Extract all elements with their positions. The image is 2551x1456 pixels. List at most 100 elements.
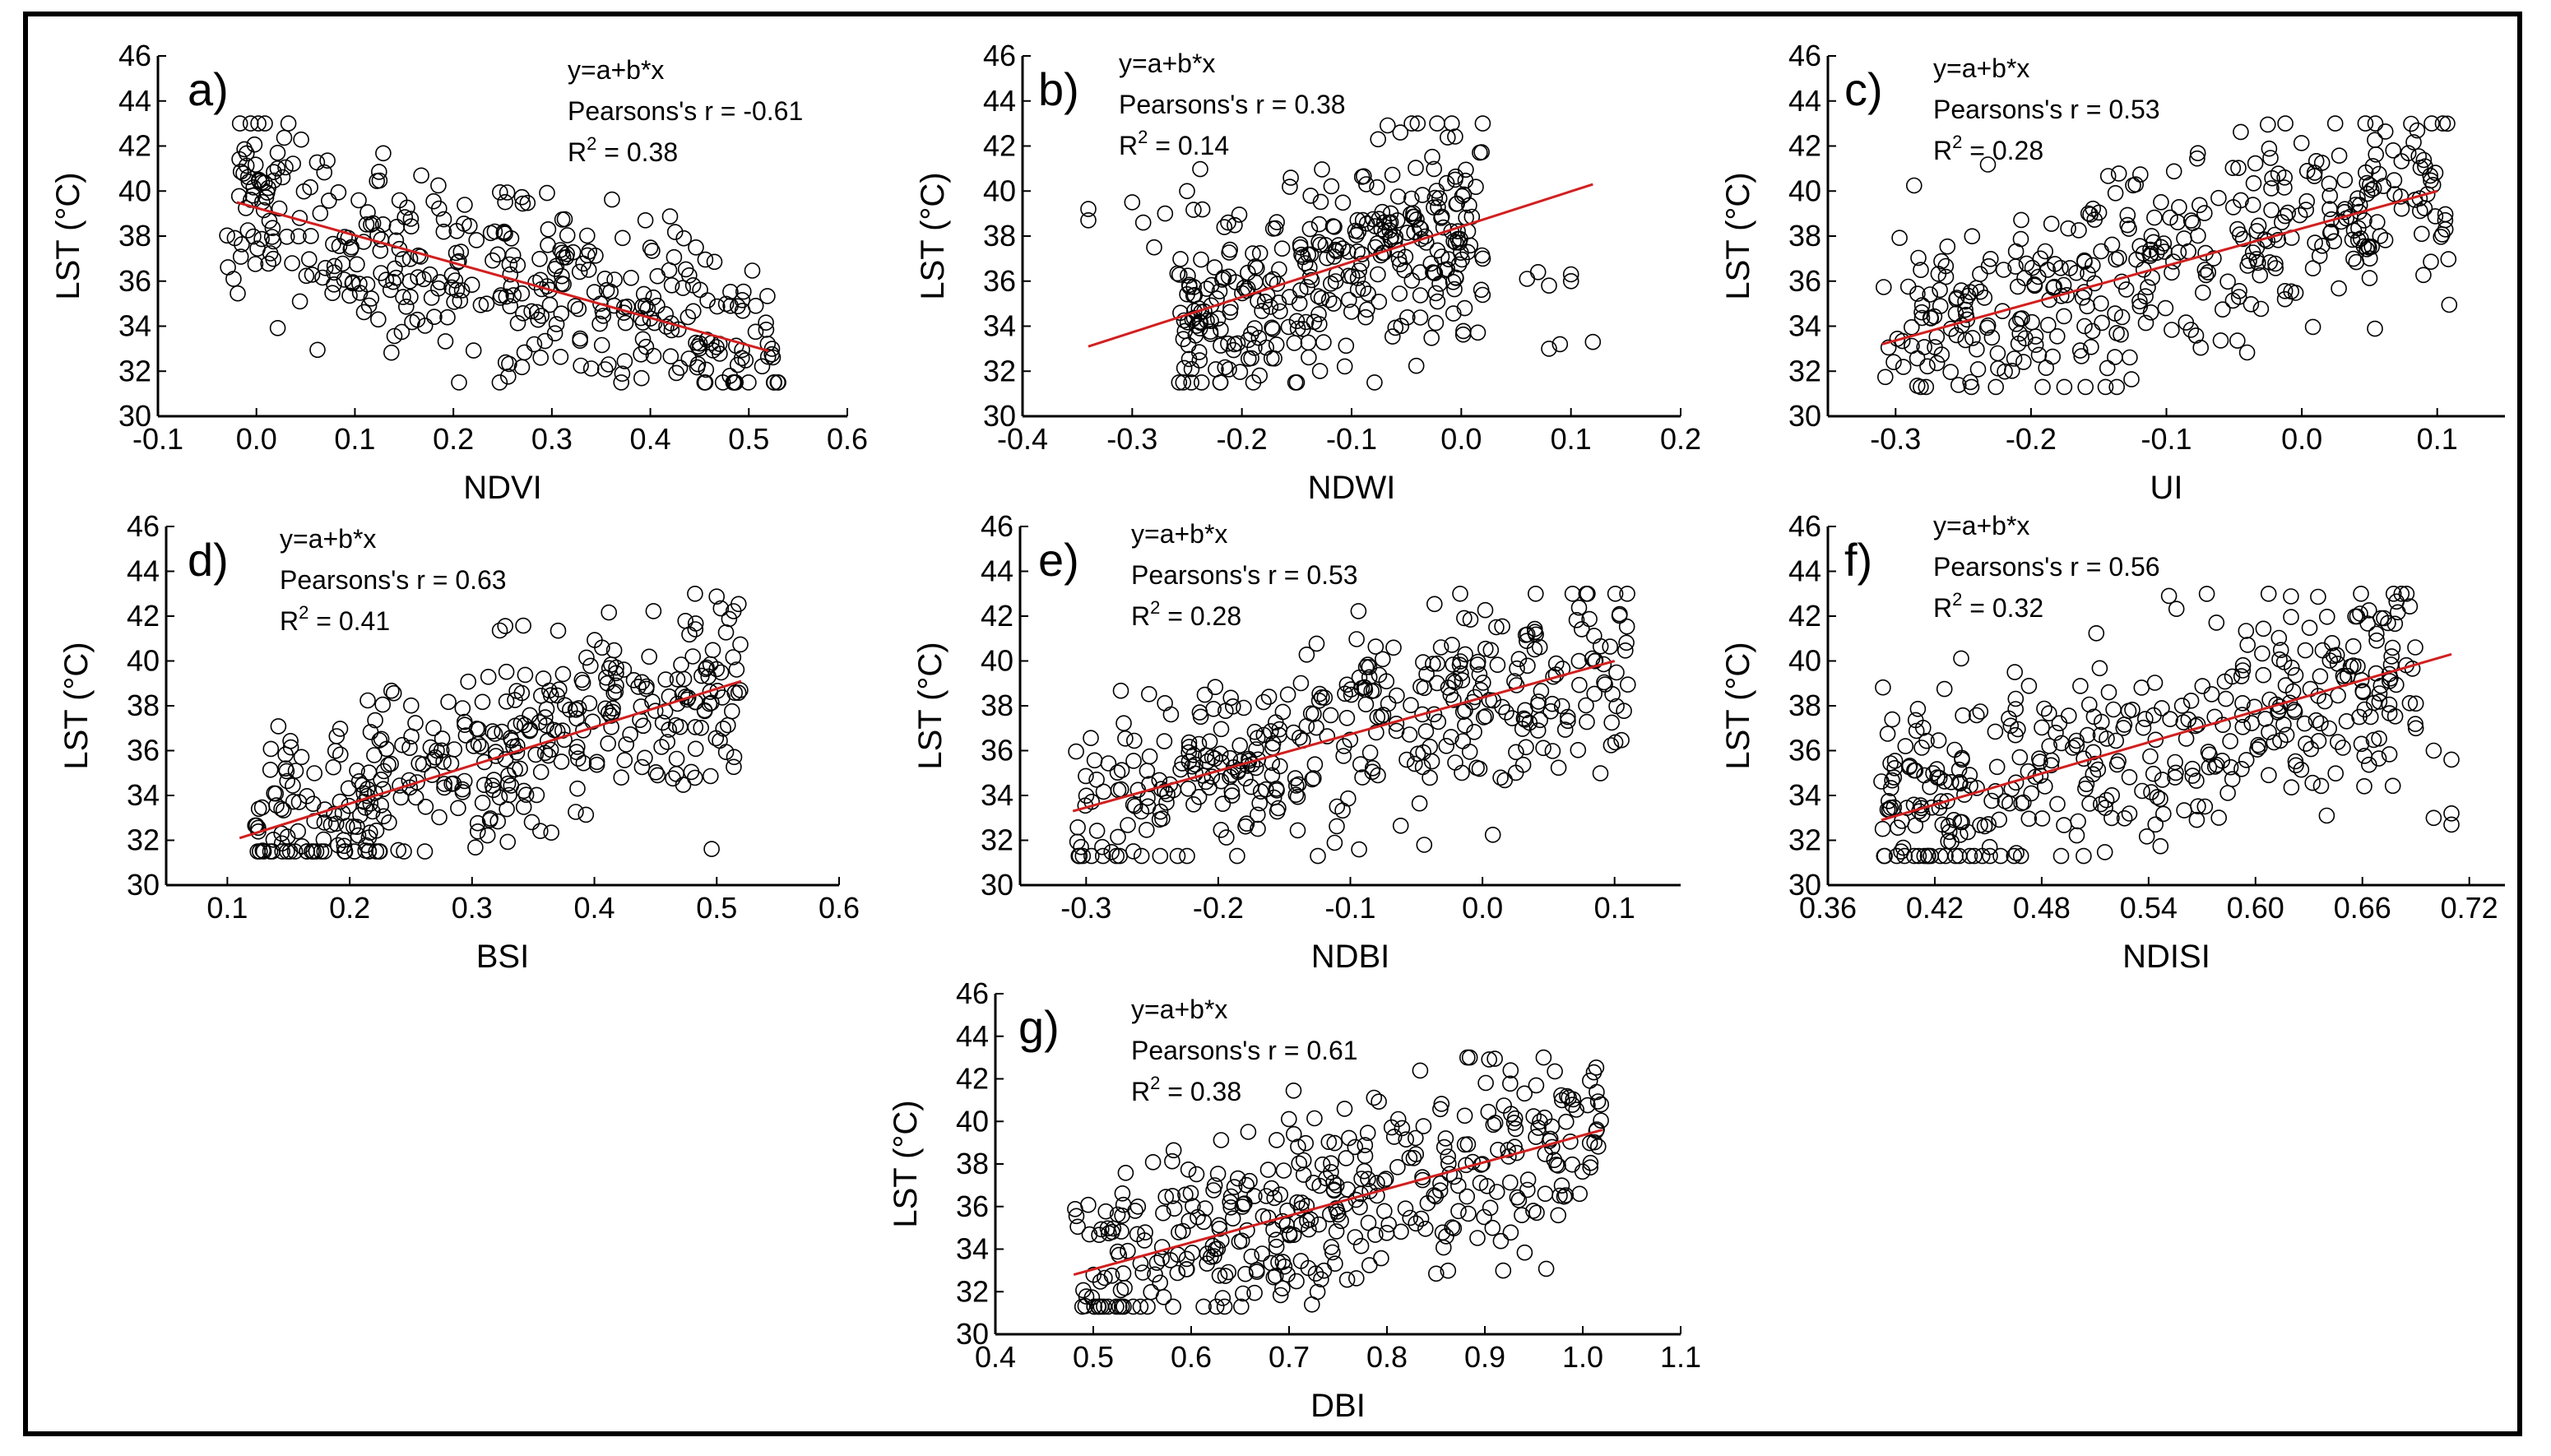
data-point [2443, 816, 2460, 833]
data-point [2212, 332, 2229, 349]
data-point [2137, 711, 2154, 727]
data-point [1875, 679, 1891, 696]
data-point [1426, 265, 1444, 281]
data-point [1111, 847, 1128, 865]
data-point [2250, 217, 2267, 234]
data-point [1358, 215, 1375, 232]
data-point [275, 802, 292, 818]
data-point [758, 321, 775, 338]
data-point [1211, 283, 1228, 299]
panel-label-g: g) [1018, 1001, 1060, 1053]
data-point [2271, 651, 2288, 668]
data-point [1526, 620, 1543, 638]
data-point [236, 141, 253, 158]
data-point [1489, 656, 1506, 674]
data-point [435, 223, 452, 240]
data-point [1380, 117, 1396, 134]
data-point [1297, 313, 1315, 331]
data-point [1384, 166, 1401, 183]
data-point [1179, 183, 1195, 200]
data-point [2347, 197, 2364, 213]
data-point [2407, 695, 2424, 712]
data-point [2018, 255, 2035, 272]
data-point [1474, 250, 1491, 267]
data-point [245, 228, 262, 245]
data-point [1436, 1138, 1453, 1156]
data-point [637, 749, 653, 767]
data-point [2068, 264, 2085, 281]
data-point [1403, 206, 1419, 223]
data-point [440, 693, 457, 711]
data-point [1174, 755, 1190, 772]
data-point [693, 719, 710, 736]
data-point [1946, 811, 1962, 828]
data-point [489, 246, 506, 263]
data-point [1360, 1171, 1376, 1188]
data-point [759, 288, 776, 304]
data-point [1235, 1196, 1252, 1213]
data-point [1481, 1051, 1497, 1068]
data-point [687, 615, 704, 632]
data-point [1983, 792, 2000, 809]
panel-label-f: f) [1844, 534, 1872, 586]
data-point [1459, 1136, 1477, 1152]
data-point [1517, 702, 1533, 719]
x-tick-label: 0.5 [1073, 1340, 1114, 1374]
data-point [1097, 1203, 1114, 1220]
data-point [2010, 278, 2026, 295]
data-point [689, 338, 707, 355]
data-point [536, 332, 554, 350]
data-point [247, 256, 264, 272]
data-point [324, 285, 341, 302]
data-point [329, 837, 346, 854]
x-tick-label: -0.2 [1217, 422, 1268, 456]
data-point [603, 718, 619, 735]
data-point [2077, 378, 2094, 396]
data-point [1472, 144, 1488, 161]
data-point [1126, 732, 1143, 749]
data-point [1204, 768, 1221, 786]
data-point [1409, 745, 1426, 763]
data-point [393, 323, 410, 341]
data-point [423, 290, 440, 306]
data-point [2206, 758, 2224, 775]
equation-e: y=a+b*x [1131, 519, 1227, 549]
data-point [1454, 672, 1471, 689]
data-point [2007, 690, 2025, 707]
y-tick-label: 42 [127, 599, 160, 633]
data-point [1265, 1221, 1282, 1238]
data-point [726, 758, 742, 776]
data-point [1086, 1298, 1102, 1315]
data-point [2122, 349, 2138, 366]
data-point [2345, 250, 2362, 267]
data-point [2008, 845, 2025, 861]
data-point [327, 815, 345, 832]
data-points-d [247, 585, 749, 860]
data-point [657, 671, 675, 688]
data-point [1478, 1178, 1496, 1194]
data-point [1460, 1205, 1477, 1222]
data-point [325, 758, 342, 776]
data-point [2252, 738, 2268, 755]
x-tick-label: 0.5 [728, 422, 769, 456]
data-point [1323, 1239, 1340, 1255]
data-point [1593, 1096, 1609, 1113]
data-point [1571, 1185, 1588, 1203]
data-point [2051, 715, 2068, 732]
pearson-r-a: Pearsons's r = -0.61 [568, 96, 803, 126]
data-point [634, 331, 652, 348]
data-point [2145, 707, 2162, 724]
data-point [1397, 1200, 1414, 1217]
data-point [1110, 828, 1126, 846]
data-point [1171, 267, 1188, 283]
data-point [1207, 750, 1223, 767]
data-point [2108, 732, 2124, 749]
data-point [1979, 156, 1997, 173]
data-point [1964, 330, 1981, 346]
data-point [2261, 254, 2278, 271]
data-point [1390, 251, 1408, 267]
data-point [1405, 1150, 1422, 1166]
data-point [570, 300, 587, 318]
data-point [1415, 1118, 1432, 1134]
